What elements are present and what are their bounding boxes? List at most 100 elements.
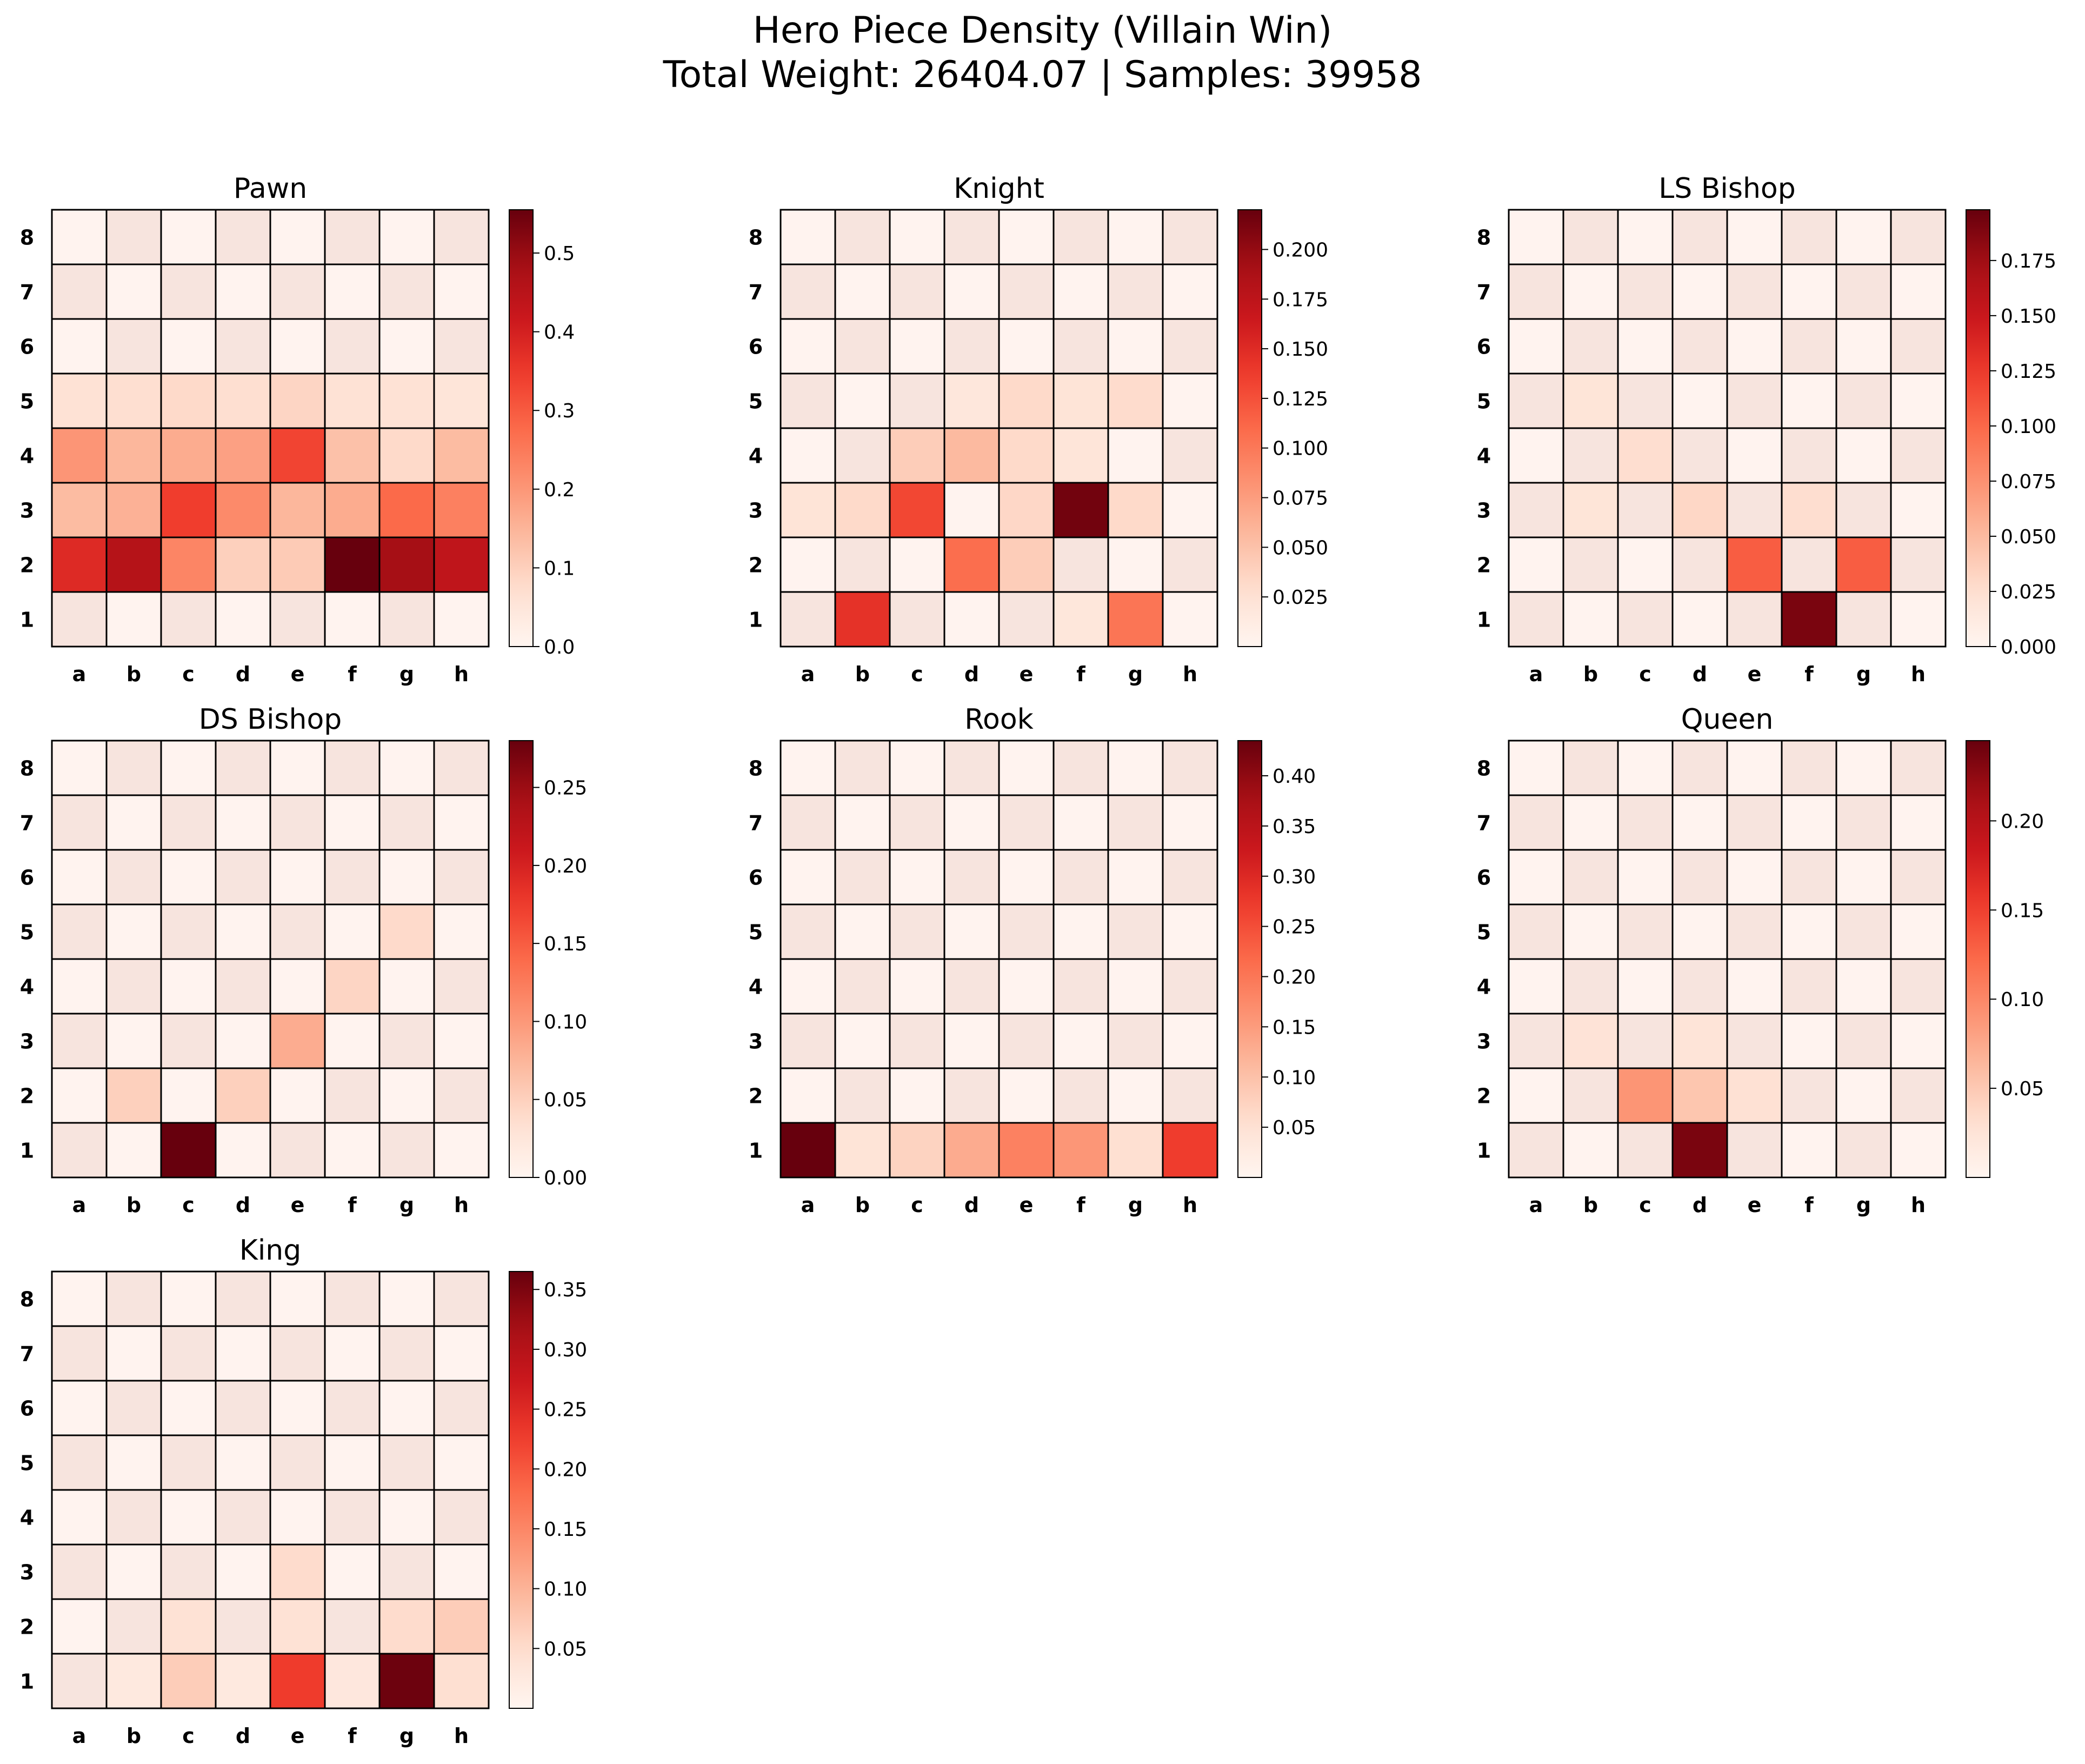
colorbar-tick-label: 0.075 (1273, 488, 1328, 510)
y-tick-label: 2 (749, 1084, 763, 1108)
x-tick-label: h (1183, 662, 1197, 686)
heatmap-cell (834, 591, 891, 648)
heatmap-cell (1162, 372, 1218, 429)
heatmap-cell (433, 1653, 490, 1709)
y-tick-label: 7 (20, 281, 34, 304)
heatmap-cell (51, 372, 108, 429)
heatmap-cell (215, 1067, 271, 1124)
heatmap-cell (1508, 372, 1564, 429)
heatmap-cell (1835, 958, 1892, 1015)
heatmap-cell (160, 794, 217, 851)
heatmap-cell (378, 536, 435, 593)
colorbar-tick-label: 0.20 (544, 855, 587, 877)
heatmap-cell (1726, 740, 1783, 796)
plot-frame (1508, 740, 1947, 1179)
heatmap-cell (1835, 591, 1892, 648)
heatmap-cell (998, 1013, 1055, 1069)
x-tick-label: d (964, 1193, 979, 1217)
heatmap-cell (1781, 263, 1837, 320)
heatmap-cell (1890, 209, 1947, 265)
heatmap-cell (943, 903, 1000, 960)
heatmap-cell (780, 318, 836, 375)
heatmap-cell (160, 1543, 217, 1600)
heatmap-cell (943, 318, 1000, 375)
heatmap-cell (1107, 1067, 1164, 1124)
heatmap-cell (378, 1598, 435, 1655)
heatmap-cell (1562, 482, 1619, 538)
heatmap-cell (1107, 263, 1164, 320)
heatmap-cell (943, 427, 1000, 484)
heatmap-cell (780, 849, 836, 906)
colorbar-tick-label: 0.35 (544, 1279, 587, 1301)
heatmap-cell (105, 482, 162, 538)
heatmap-cell (105, 849, 162, 906)
heatmap-cell (105, 1598, 162, 1655)
heatmap-cell (105, 1013, 162, 1069)
heatmap-cell (105, 1653, 162, 1709)
heatmap-cell (998, 903, 1055, 960)
y-tick-label: 8 (20, 226, 34, 250)
colorbar-tick-label: 0.1 (544, 557, 575, 580)
heatmap-cell (943, 740, 1000, 796)
colorbar-tick-label: 0.15 (1273, 1016, 1316, 1039)
heatmap-cell (269, 849, 326, 906)
heatmap-cell (1835, 849, 1892, 906)
heatmap-panel-knight: Knight a b c d e f g h 8 7 6 5 4 3 2 1 0.025 0.050 0.075 0.1… (749, 172, 1328, 686)
heatmap-cell (378, 1380, 435, 1436)
heatmap-cell (1562, 372, 1619, 429)
heatmap-cell (1617, 591, 1674, 648)
y-tick-label: 7 (749, 811, 763, 835)
heatmap-cell (324, 794, 381, 851)
heatmap-cell (1562, 849, 1619, 906)
heatmap-cell (943, 1067, 1000, 1124)
heatmap-cell (51, 536, 108, 593)
heatmap-cell (433, 1013, 490, 1069)
heatmap-cell (105, 1122, 162, 1179)
heatmap-cell (378, 740, 435, 796)
heatmap-cell (105, 1489, 162, 1546)
colorbar-tick-label: 0.30 (544, 1339, 587, 1361)
heatmap-cell (324, 1067, 381, 1124)
heatmap-cell (160, 482, 217, 538)
heatmap-cell (1508, 958, 1564, 1015)
heatmap-cell (889, 591, 945, 648)
heatmap-cell (1890, 263, 1947, 320)
heatmap-cell (269, 1067, 326, 1124)
heatmap-cell (1835, 482, 1892, 538)
heatmap-cell (998, 318, 1055, 375)
heatmap-cell (998, 372, 1055, 429)
heatmap-cell (834, 1013, 891, 1069)
heatmap-cell (1508, 1013, 1564, 1069)
colorbar-tick-label: 0.150 (1273, 338, 1328, 361)
heatmap-cell (378, 318, 435, 375)
heatmap-cell (433, 263, 490, 320)
heatmap-cell (1835, 1122, 1892, 1179)
colorbar-tick-label: 0.15 (544, 1519, 587, 1541)
heatmap-cell (160, 1013, 217, 1069)
heatmap-cell (324, 1013, 381, 1069)
colorbar-tick-label: 0.10 (2001, 989, 2044, 1011)
heatmap-cell (1617, 318, 1674, 375)
heatmap-cell (1617, 958, 1674, 1015)
heatmap-cell (998, 427, 1055, 484)
panel-title: Pawn (234, 172, 307, 205)
heatmap-cell (105, 1270, 162, 1327)
heatmap-cell (269, 1543, 326, 1600)
x-tick-label: b (126, 662, 141, 686)
heatmap-cell (889, 372, 945, 429)
heatmap-cell (1890, 318, 1947, 375)
heatmap-cell (943, 372, 1000, 429)
heatmap-cell (269, 209, 326, 265)
plot-frame (1508, 209, 1947, 648)
heatmap-cell (998, 591, 1055, 648)
y-tick-label: 4 (749, 444, 763, 468)
heatmap-cell (1781, 372, 1837, 429)
x-tick-label: e (291, 1193, 305, 1217)
heatmap-cell (834, 849, 891, 906)
x-tick-label: f (1804, 662, 1814, 686)
x-tick-label: a (1529, 662, 1543, 686)
heatmap-cell (1671, 740, 1728, 796)
heatmap-cell (1107, 849, 1164, 906)
x-tick-label: f (348, 1193, 357, 1217)
heatmap-cell (834, 263, 891, 320)
